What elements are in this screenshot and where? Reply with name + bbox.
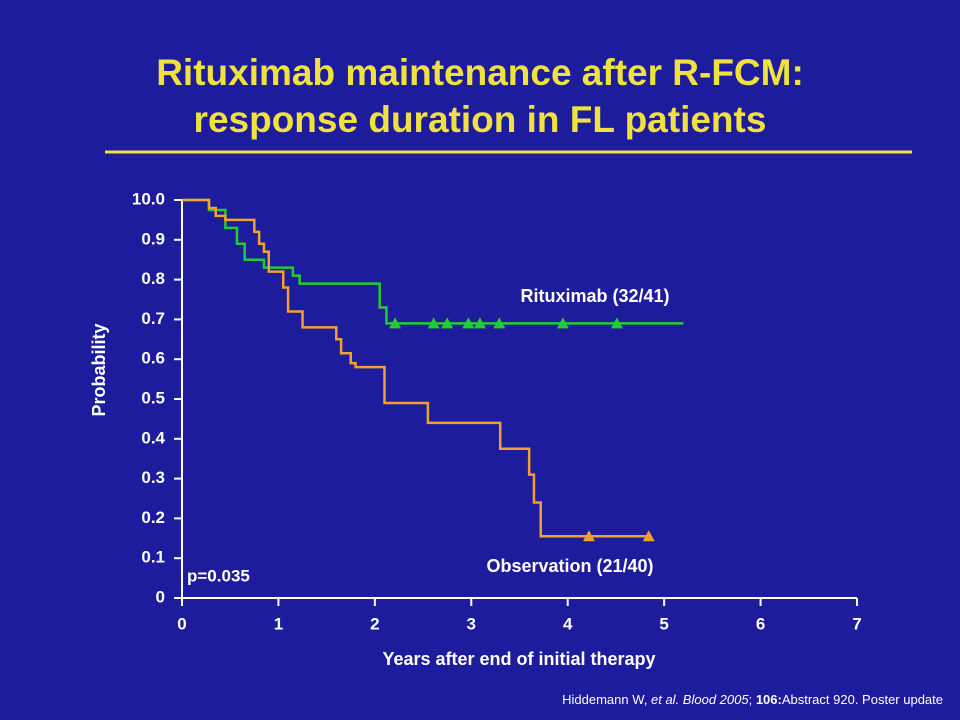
- y-tick-label: 0.8: [141, 269, 165, 288]
- y-tick-label: 10.0: [132, 189, 165, 208]
- series-label: Rituximab (32/41): [520, 286, 669, 306]
- y-axis-label: Probability: [89, 323, 109, 416]
- p-value: p=0.035: [187, 566, 250, 585]
- title-line: response duration in FL patients: [194, 99, 767, 140]
- y-tick-label: 0.6: [141, 349, 165, 368]
- footnote-part: et al. Blood 2005: [651, 692, 749, 707]
- censor-marker: [642, 530, 655, 542]
- x-tick-label: 4: [563, 614, 573, 633]
- censor-marker: [610, 317, 623, 329]
- censor-marker: [441, 317, 454, 329]
- x-tick-label: 7: [852, 614, 861, 633]
- x-tick-label: 6: [756, 614, 765, 633]
- y-tick-label: 0.9: [141, 229, 165, 248]
- x-tick-label: 5: [659, 614, 668, 633]
- series-label: Observation (21/40): [486, 556, 653, 576]
- x-tick-label: 2: [370, 614, 379, 633]
- censor-marker: [582, 530, 595, 542]
- footnote-part: ;: [749, 692, 756, 707]
- survival-curve: [182, 198, 650, 538]
- censor-marker: [427, 317, 440, 329]
- y-tick-label: 0.5: [141, 388, 165, 407]
- footnote: Hiddemann W, et al. Blood 2005; 106:Abst…: [562, 692, 943, 707]
- censor-marker: [389, 317, 402, 329]
- censor-marker: [493, 317, 506, 329]
- censor-marker: [462, 317, 475, 329]
- x-tick-label: 0: [177, 614, 186, 633]
- x-tick-label: 3: [467, 614, 476, 633]
- survival-curve: [182, 198, 684, 325]
- y-tick-label: 0.7: [141, 309, 165, 328]
- censor-marker: [556, 317, 569, 329]
- x-axis-label: Years after end of initial therapy: [382, 649, 655, 669]
- footnote-part: Abstract 920. Poster update: [782, 692, 943, 707]
- y-tick-label: 0.2: [141, 508, 165, 527]
- censor-marker: [473, 317, 486, 329]
- footnote-part: 106:: [756, 692, 782, 707]
- y-tick-label: 0: [156, 587, 165, 606]
- y-tick-label: 0.3: [141, 468, 165, 487]
- x-tick-label: 1: [274, 614, 283, 633]
- y-tick-label: 0.4: [141, 428, 165, 447]
- footnote-part: Hiddemann W,: [562, 692, 651, 707]
- title-line: Rituximab maintenance after R-FCM:: [156, 52, 804, 93]
- y-tick-label: 0.1: [141, 548, 165, 567]
